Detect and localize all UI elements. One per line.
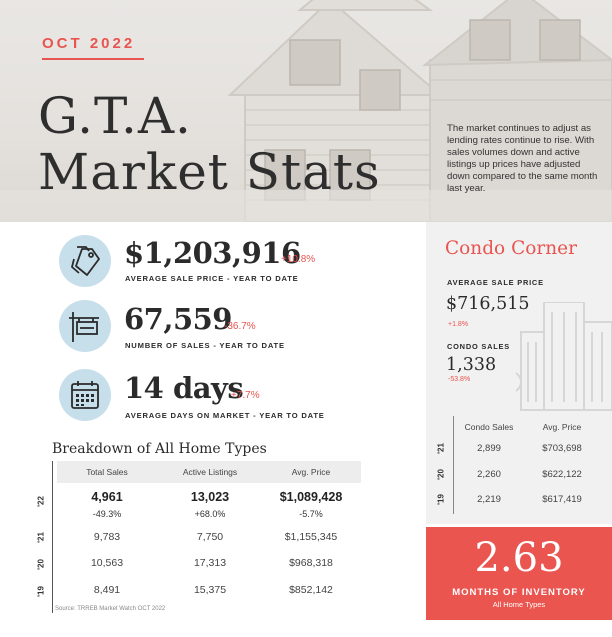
building-illustration	[516, 302, 612, 411]
table-cell: $622,122	[542, 469, 582, 480]
table-cell: 4,961	[91, 490, 123, 504]
months-of-inventory-panel: 2.63 MONTHS OF INVENTORY All Home Types	[426, 527, 612, 620]
year-label: '20	[36, 559, 46, 570]
title-line-2: Market Stats	[38, 143, 381, 201]
table-cell: 8,491	[93, 584, 121, 596]
date-underline	[42, 58, 144, 60]
days-on-market-label: AVERAGE DAYS ON MARKET - YEAR TO DATE	[125, 411, 325, 420]
table-cell: $1,155,345	[284, 531, 338, 543]
table-cell: 2,260	[477, 469, 501, 480]
condo-corner-panel: Condo Corner AVERAGE SALE PRICE $716,515…	[426, 222, 612, 524]
year-label: '21	[36, 532, 46, 543]
condo-title: Condo Corner	[445, 238, 577, 259]
col-total-sales: Total Sales	[86, 467, 128, 477]
breakdown-divider	[52, 461, 53, 613]
breakdown-header-row: Total Sales Active Listings Avg. Price	[57, 461, 361, 483]
table-cell-change: +68.0%	[194, 509, 226, 519]
condo-table-divider	[453, 416, 454, 514]
table-cell: $703,698	[542, 443, 582, 454]
breakdown-title: Breakdown of All Home Types	[52, 441, 267, 457]
inventory-label: MONTHS OF INVENTORY	[452, 587, 586, 598]
avg-sale-price-value: $1,203,916	[124, 236, 301, 270]
source-note: Source: TRREB Market Watch OCT 2022	[55, 606, 166, 612]
year-label: '19	[436, 494, 446, 505]
table-cell: 2,219	[477, 494, 501, 505]
condo-sales-value: 1,338	[446, 355, 497, 375]
days-on-market-value: 14 days	[124, 371, 244, 405]
col-avg-price: Avg. Price	[291, 467, 331, 477]
col-condo-avg-price: Avg. Price	[542, 422, 582, 432]
table-cell: 13,023	[190, 490, 230, 504]
condo-avg-price-label: AVERAGE SALE PRICE	[447, 278, 544, 287]
avg-sale-price-change: +10.8%	[281, 254, 316, 265]
year-label: '21	[436, 443, 446, 454]
number-of-sales-value: 67,559	[124, 302, 233, 336]
table-cell: 10,563	[90, 557, 124, 569]
days-on-market-change: +7.7%	[231, 390, 260, 401]
table-cell: 7,750	[196, 531, 224, 543]
page-title: G.T.A. Market Stats	[38, 88, 381, 200]
condo-avg-price-change: +1.8%	[448, 321, 469, 328]
col-condo-sales: Condo Sales	[464, 422, 514, 432]
house-photo	[0, 0, 612, 222]
year-label: '20	[436, 469, 446, 480]
condo-avg-price-value: $716,515	[446, 294, 530, 314]
table-cell: $617,419	[542, 494, 582, 505]
title-line-1: G.T.A.	[38, 87, 192, 145]
table-cell: 2,899	[477, 443, 501, 454]
inventory-value: 2.63	[474, 535, 564, 581]
table-cell: $968,318	[289, 557, 333, 569]
table-cell: 17,313	[193, 557, 227, 569]
table-cell: $1,089,428	[279, 490, 343, 504]
price-tag-icon	[59, 235, 111, 287]
table-cell: 15,375	[193, 584, 227, 596]
table-cell-change: -49.3%	[92, 509, 122, 519]
table-cell-change: -5.7%	[299, 509, 323, 519]
avg-sale-price-label: AVERAGE SALE PRICE - YEAR TO DATE	[125, 274, 299, 283]
condo-sales-change: -53.8%	[448, 376, 471, 383]
col-active-listings: Active Listings	[182, 467, 238, 477]
condo-sales-label: CONDO SALES	[447, 342, 511, 351]
sign-post-icon	[59, 300, 111, 352]
hero-banner: OCT 2022 G.T.A. Market Stats The market …	[0, 0, 612, 222]
year-label: '19	[36, 586, 46, 597]
number-of-sales-label: NUMBER OF SALES - YEAR TO DATE	[125, 341, 285, 350]
number-of-sales-change: -36.7%	[224, 321, 256, 332]
inventory-subtitle: All Home Types	[492, 600, 546, 609]
report-date: OCT 2022	[42, 35, 136, 52]
table-cell: 9,783	[93, 531, 121, 543]
intro-text: The market continues to adjust as lendin…	[447, 123, 598, 194]
year-label: '22	[36, 496, 46, 507]
calendar-icon	[59, 369, 111, 421]
table-cell: $852,142	[289, 584, 333, 596]
